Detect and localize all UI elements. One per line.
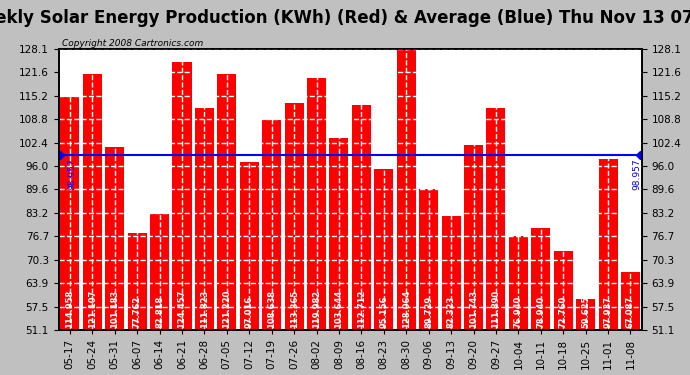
Text: 113.365: 113.365 [290,290,299,328]
Text: 82.818: 82.818 [155,296,164,328]
Text: 77.762: 77.762 [132,296,141,328]
Text: 82.323: 82.323 [446,296,455,328]
Text: 97.937: 97.937 [604,296,613,328]
Text: Weekly Solar Energy Production (KWh) (Red) & Average (Blue) Thu Nov 13 07:08: Weekly Solar Energy Production (KWh) (Re… [0,9,690,27]
Text: 124.457: 124.457 [177,290,186,328]
Text: 101.743: 101.743 [469,290,478,328]
Bar [598,159,618,330]
Bar [239,162,259,330]
Text: 128.064: 128.064 [402,290,411,328]
Bar [531,228,551,330]
Bar [150,214,169,330]
Bar [105,147,124,330]
Text: 59.625: 59.625 [581,296,590,328]
Bar [374,169,393,330]
Text: 101.183: 101.183 [110,290,119,328]
Bar [442,216,461,330]
Text: 76.940: 76.940 [514,296,523,328]
Bar [509,236,528,330]
Text: 111.823: 111.823 [200,290,209,328]
Text: 103.644: 103.644 [335,290,344,328]
Bar [397,49,416,330]
Text: 121.107: 121.107 [88,290,97,328]
Bar [621,272,640,330]
Text: 111.890: 111.890 [491,290,500,328]
Bar [576,299,595,330]
Text: 89.729: 89.729 [424,296,433,328]
Bar [195,108,214,330]
Text: 119.982: 119.982 [312,290,321,328]
Text: 97.016: 97.016 [245,296,254,328]
Bar [262,120,282,330]
Text: 72.760: 72.760 [559,296,568,328]
Text: 78.940: 78.940 [536,296,545,328]
Bar [172,62,192,330]
Bar [486,108,506,330]
Bar [60,97,79,330]
Bar [83,74,102,330]
Text: 114.958: 114.958 [66,290,75,328]
Text: 98.957: 98.957 [633,159,642,190]
Bar [329,138,348,330]
Text: 67.087: 67.087 [626,296,635,328]
Bar [307,78,326,330]
Text: 112.712: 112.712 [357,290,366,328]
Text: 98.957: 98.957 [68,159,77,190]
Bar [553,251,573,330]
Bar [217,74,237,330]
Text: 108.638: 108.638 [267,290,276,328]
Bar [464,145,483,330]
Bar [352,105,371,330]
Bar [419,189,438,330]
Text: 95.156: 95.156 [380,296,388,328]
Bar [284,103,304,330]
Text: 121.220: 121.220 [222,290,231,328]
Bar [128,232,147,330]
Text: Copyright 2008 Cartronics.com: Copyright 2008 Cartronics.com [61,39,203,48]
